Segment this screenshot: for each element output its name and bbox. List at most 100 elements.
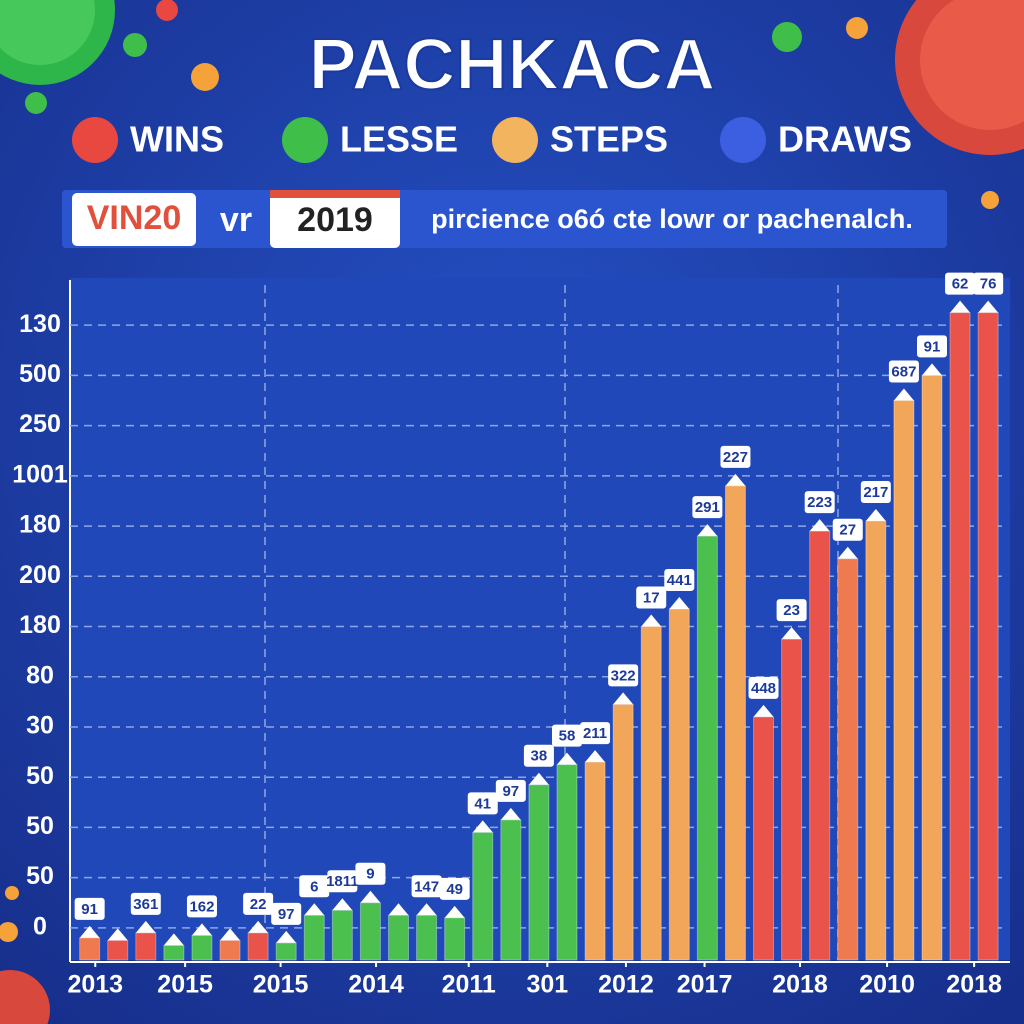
bar-label-box [411,875,442,898]
bar-tip [697,524,718,537]
bar [668,608,690,961]
banner-left: VIN20 [87,199,182,237]
bar-label-box [299,875,330,898]
decoration [846,17,868,39]
bar-label-box [467,792,498,815]
bar-tip [725,473,746,486]
bar-label: 49 [446,881,463,898]
bar-label: 448 [751,680,776,697]
bar-tip [669,596,690,609]
bar-label: 1811 [326,873,359,890]
legend-swatch [720,117,766,163]
bar-tip [304,903,325,916]
bar-label-box [271,902,302,925]
x-tick-label: 2015 [253,971,309,999]
bar-tip [472,820,493,833]
bar-tip [163,933,184,946]
banner-text: pircience o6ó cte lowr or pachenalch. [431,204,913,234]
bar-label-box [130,892,161,915]
legend: WINS LESSE STEPS DRAWS [72,117,912,163]
bar [584,761,606,961]
bar [865,520,887,961]
bar-tip [332,898,353,911]
bar-label-box [776,599,807,622]
legend-swatch [282,117,328,163]
banner-box [270,190,400,248]
bar-tip [135,920,156,933]
bar-label-box [916,335,947,358]
bar-label: 211 [583,725,607,742]
y-tick-label: 1001 [12,460,68,488]
bar-label: 91 [924,338,941,355]
bar [359,902,381,961]
bar-label: 76 [980,276,997,293]
decoration [981,191,999,209]
banner-box [72,193,196,246]
bar-tip [865,509,886,522]
bar-tip [79,925,100,938]
bar-tip [388,903,409,916]
bar-label: 58 [559,728,576,745]
x-tick-label: 2013 [67,971,123,999]
bar [556,764,578,961]
bar [809,530,831,961]
y-tick-label: 50 [26,762,54,790]
bar-label-box [692,496,723,519]
bar [247,932,269,961]
decoration [5,886,19,900]
bar-label: 441 [667,572,692,589]
bar-label: 62 [952,276,969,293]
bar [472,831,494,961]
decoration [0,970,50,1024]
bar-tip [837,546,858,559]
bar-label: 97 [502,783,519,800]
x-tick-label: 2014 [348,971,404,999]
x-tick-label: 2018 [772,971,828,999]
bar-tip [500,807,521,820]
bar-label-box [243,892,274,915]
bar-label: 361 [133,896,158,913]
bar [977,312,999,961]
bar [640,626,662,961]
decoration [123,33,147,57]
legend-label: LESSE [340,119,458,160]
banner-box-accent [270,190,400,198]
bar [921,374,943,961]
bar-label: 41 [474,795,491,812]
bar-tip [528,772,549,785]
chart-title: PACHKACA [309,25,716,105]
bar [612,703,634,961]
bar-label: 223 [807,494,832,511]
x-tick-label: 2015 [157,971,213,999]
bar-label-box [945,272,976,295]
bar [949,312,971,961]
y-tick-label: 30 [26,712,54,740]
bar-tip [781,627,802,640]
y-tick-label: 0 [33,912,47,940]
decoration [191,63,219,91]
bar-tip [893,388,914,401]
y-tick-label: 180 [19,611,61,639]
bar-label-box [74,897,105,920]
bar [303,914,325,961]
y-tick-label: 80 [26,661,54,689]
bar-label: 687 [891,363,916,380]
bar-label: 322 [611,667,636,684]
bar-label: 91 [81,901,98,918]
bar-label: 17 [643,589,660,606]
bar-label: 27 [839,522,856,539]
bar-label-box [355,862,386,885]
bar [135,932,157,961]
decoration [25,92,47,114]
bar-label-box [551,724,582,747]
x-tick-label: 2012 [598,971,654,999]
bar-tip [978,300,999,313]
bar-label-box [664,568,695,591]
y-tick-label: 50 [26,812,54,840]
y-tick-label: 500 [19,360,61,388]
bar-label-box [860,481,891,504]
bar-label-box [888,360,919,383]
bar-label-box [973,272,1004,295]
